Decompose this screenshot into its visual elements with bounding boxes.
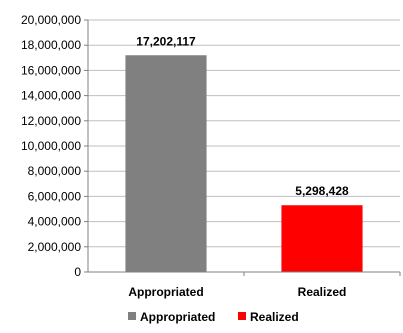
legend: Appropriated Realized xyxy=(128,310,299,324)
y-tick-label: 14,000,000 xyxy=(21,89,81,103)
y-tick-label: 8,000,000 xyxy=(28,164,82,178)
y-tick-label: 18,000,000 xyxy=(21,38,81,52)
legend-swatch xyxy=(238,312,246,320)
x-category-label: Appropriated xyxy=(128,285,203,299)
legend-label: Realized xyxy=(250,310,299,324)
bars xyxy=(125,55,363,272)
y-tick-label: 0 xyxy=(74,265,81,279)
y-tick-label: 4,000,000 xyxy=(28,215,82,229)
y-tick-label: 2,000,000 xyxy=(28,240,82,254)
y-tick-label: 6,000,000 xyxy=(28,189,82,203)
y-tick-label: 16,000,000 xyxy=(21,63,81,77)
y-tick-label: 12,000,000 xyxy=(21,114,81,128)
y-tick-label: 10,000,000 xyxy=(21,139,81,153)
data-label: 17,202,117 xyxy=(136,34,196,48)
y-tick-label: 20,000,000 xyxy=(21,13,81,27)
bar-realized xyxy=(281,205,363,272)
legend-label: Appropriated xyxy=(140,310,215,324)
x-axis-categories: Appropriated Realized xyxy=(128,272,401,299)
x-category-label: Realized xyxy=(298,285,347,299)
bar-appropriated xyxy=(125,55,207,272)
data-label: 5,298,428 xyxy=(295,184,349,198)
legend-swatch xyxy=(128,312,136,320)
y-axis-ticks: 0 2,000,000 4,000,000 6,000,000 8,000,000 10,… xyxy=(21,13,88,279)
data-labels: 17,202,117 5,298,428 xyxy=(136,34,349,198)
